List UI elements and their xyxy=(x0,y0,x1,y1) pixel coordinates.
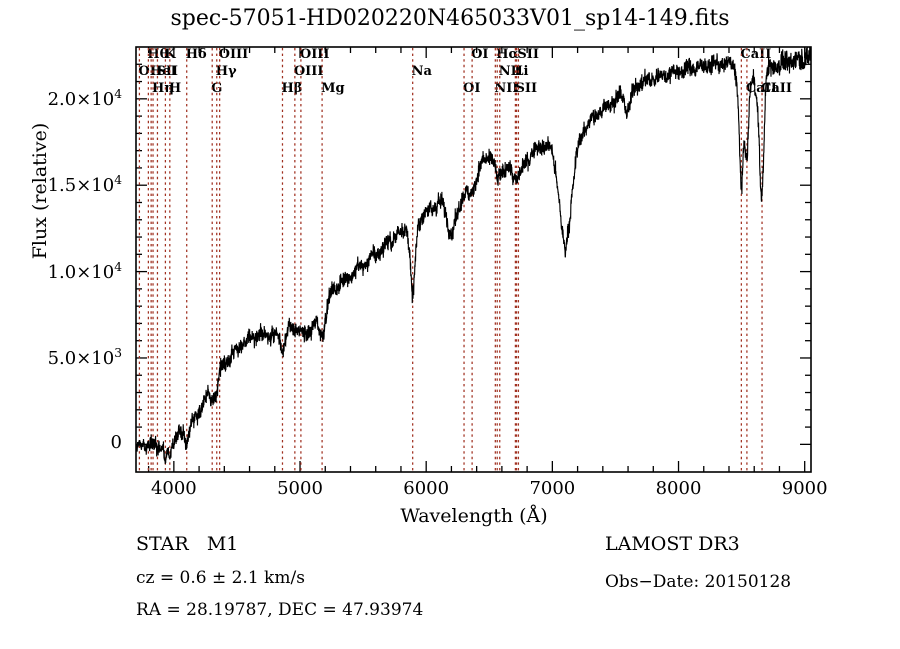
x-tick-label: 5000 xyxy=(277,478,323,499)
page-title: spec-57051-HD020220N465033V01_sp14-149.f… xyxy=(170,6,730,31)
x-tick-label: 8000 xyxy=(655,478,702,499)
spectral-line-label: CaII xyxy=(761,81,792,96)
y-tick-label: 5.0×103 xyxy=(47,345,122,369)
spectral-line-label: OI xyxy=(471,47,489,62)
spectral-line-label: OII xyxy=(138,64,162,79)
footer-object-type: STAR M1 xyxy=(136,533,239,555)
spectral-line-label: Hη xyxy=(152,81,174,96)
spectral-line-label: OIII xyxy=(218,47,249,62)
spectral-line-label: OIII xyxy=(299,47,330,62)
x-tick-label: 4000 xyxy=(150,478,197,499)
spectral-line-label: SII xyxy=(156,64,178,79)
y-tick-label: 1.0×104 xyxy=(47,259,122,283)
x-tick-label: 7000 xyxy=(529,478,576,499)
spectral-line-label: OIII xyxy=(293,64,324,79)
spectral-line-label: HeI xyxy=(150,64,177,79)
spectral-line-label: CaII xyxy=(740,47,772,62)
x-tick-label: 9000 xyxy=(781,478,828,499)
y-tick-label: 2.0×104 xyxy=(47,86,122,110)
y-tick-label: 0 xyxy=(110,432,122,454)
spectral-line-label: Na xyxy=(411,64,432,79)
footer-survey: LAMOST DR3 xyxy=(605,533,740,555)
spectral-line-label: NII xyxy=(494,81,519,96)
spectral-line-label: Hβ xyxy=(281,81,303,96)
y-tick-label: 1.5×104 xyxy=(47,173,122,197)
footer-cz: cz = 0.6 ± 2.1 km/s xyxy=(136,568,305,588)
spectral-line-label: SII xyxy=(515,81,538,96)
spectral-line-label: NII xyxy=(498,64,523,79)
footer-obs-date: Obs−Date: 20150128 xyxy=(605,572,792,592)
spectral-line-label: Hδ xyxy=(185,47,207,62)
x-tick-label: 6000 xyxy=(403,478,450,499)
spectral-line-label: Li xyxy=(514,64,529,79)
footer-coords: RA = 28.19787, DEC = 47.93974 xyxy=(136,600,424,620)
spectral-line-label: SII xyxy=(517,47,539,62)
spectral-line-label: Mg xyxy=(321,81,345,96)
spectral-line-label: Hγ xyxy=(215,64,237,79)
spectral-line-label: H xyxy=(168,81,182,96)
x-axis-label: Wavelength (Å) xyxy=(400,505,548,527)
